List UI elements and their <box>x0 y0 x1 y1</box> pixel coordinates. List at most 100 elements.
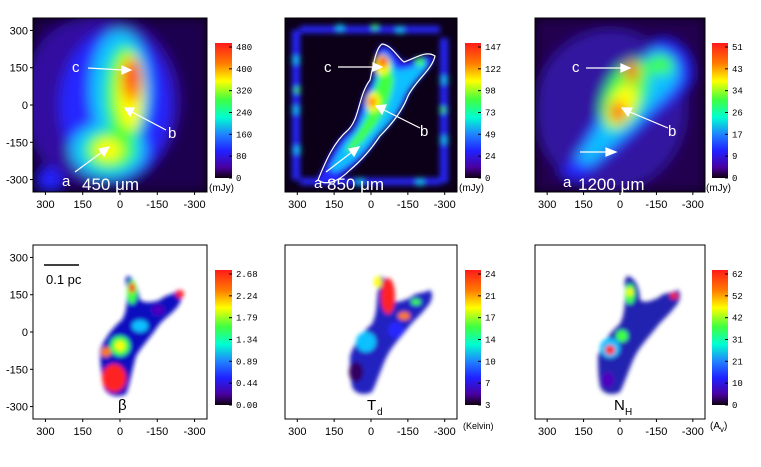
x-tick-label: -150 <box>397 426 419 438</box>
colorbar-tick-label: 17 <box>732 130 743 140</box>
colorbar-tick-label: 240 <box>236 109 252 119</box>
panel-td: T d 24 21 17 14 10 7 3 (Kelvin) <box>284 244 496 431</box>
panel-nh: N H 62 52 42 31 21 10 0 (Av) <box>534 244 743 434</box>
colorbar-tick-label: 24 <box>485 152 496 162</box>
colorbar <box>465 43 481 178</box>
y-tick-label: -300 <box>6 402 28 414</box>
y-tick-label: -150 <box>6 137 28 149</box>
colorbar-tick-label: 0.44 <box>236 379 258 389</box>
y-tick-label: 150 <box>10 290 28 302</box>
colorbar-tick-label: 1.34 <box>236 336 258 346</box>
x-tick-label: -150 <box>146 199 168 211</box>
colorbar-tick-label: 9 <box>732 152 737 162</box>
colorbar-tick-label: 24 <box>485 270 496 280</box>
colorbar-tick-label: 21 <box>732 357 743 367</box>
colorbar-tick-label: 480 <box>236 43 252 53</box>
colorbar-tick-label: 10 <box>732 379 743 389</box>
intensity-map <box>33 18 207 192</box>
wavelength-label: 1200 μm <box>578 175 645 194</box>
colorbar-tick-label: 21 <box>485 292 496 302</box>
colorbar-tick-label: 17 <box>485 314 496 324</box>
colorbar-tick-label: 0 <box>732 174 737 184</box>
colorbar-tick-label: 320 <box>236 87 252 97</box>
label-c: c <box>572 59 580 76</box>
colorbar-tick-label: 62 <box>732 270 743 280</box>
x-tick-label: 0 <box>368 199 374 211</box>
parameter-symbol: T <box>367 397 376 414</box>
colorbar-tick-label: 0 <box>732 401 737 411</box>
wavelength-label: 450 μm <box>82 175 139 194</box>
label-b: b <box>668 123 676 140</box>
colorbar-ticks: 147 122 98 73 49 24 0 <box>478 43 501 184</box>
x-tick-label: 300 <box>538 199 556 211</box>
source-annotations <box>580 63 669 157</box>
wavelength-label: 850 μm <box>327 175 384 194</box>
colorbar-tick-label: 42 <box>732 314 743 324</box>
panel-450um: c b a 450 μm 480 400 320 240 160 80 0 (mJy) <box>32 17 252 194</box>
label-a: a <box>62 173 71 190</box>
colorbar-tick-label: 34 <box>732 87 743 97</box>
colorbar-tick-label: 73 <box>485 109 496 119</box>
colorbar-tick-label: 0.00 <box>236 401 258 411</box>
parameter-subscript: d <box>377 407 383 418</box>
y-tick-label: -300 <box>6 175 28 187</box>
x-tick-label: 150 <box>574 199 592 211</box>
x-tick-label: 300 <box>36 199 54 211</box>
td-map <box>349 276 433 394</box>
label-b: b <box>168 125 176 142</box>
colorbar-tick-label: 51 <box>732 43 743 53</box>
intensity-map <box>292 24 448 186</box>
colorbar-unit: (mJy) <box>459 183 484 194</box>
x-tick-label: 150 <box>325 199 343 211</box>
x-tick-label: 0 <box>117 199 123 211</box>
colorbar-tick-label: 160 <box>236 130 252 140</box>
colorbar-tick-label: 1.79 <box>236 314 258 324</box>
x-tick-label: 300 <box>288 199 306 211</box>
parameter-symbol: N <box>614 397 625 414</box>
colorbar-ticks: 24 21 17 14 10 7 3 <box>478 270 496 411</box>
x-tick-label: 150 <box>574 426 592 438</box>
scale-bar-label: 0.1 pc <box>46 272 82 287</box>
x-tick-label: -150 <box>146 426 168 438</box>
colorbar-tick-label: 98 <box>485 87 496 97</box>
x-tick-label: 150 <box>74 199 92 211</box>
x-tick-label: 150 <box>74 426 92 438</box>
colorbar-ticks: 2.68 2.24 1.79 1.34 0.89 0.44 0.00 <box>229 270 258 411</box>
colorbar-unit: (mJy) <box>209 183 234 194</box>
x-tick-label: 300 <box>36 426 54 438</box>
label-b: b <box>420 123 428 140</box>
colorbar-unit: (Kelvin) <box>463 421 494 431</box>
colorbar-tick-label: 52 <box>732 292 743 302</box>
colorbar-tick-label: 147 <box>485 43 501 53</box>
x-tick-label: 300 <box>538 426 556 438</box>
y-tick-label: 0 <box>22 100 28 112</box>
colorbar-tick-label: 0 <box>485 174 490 184</box>
x-tick-label: 300 <box>288 426 306 438</box>
panel-1200um: c b a 1200 μm 51 43 34 26 17 9 0 (mJy) <box>534 17 743 194</box>
parameter-subscript: H <box>625 407 632 418</box>
panel-beta: 0.1 pc β 2.68 2.24 1.79 1.34 0.89 0.44 0.00 <box>32 244 258 420</box>
colorbar <box>712 270 728 405</box>
colorbar-tick-label: 2.68 <box>236 270 258 280</box>
label-c: c <box>72 59 80 76</box>
x-tick-label: 0 <box>617 199 623 211</box>
colorbar-tick-label: 0.89 <box>236 357 258 367</box>
colorbar-ticks: 480 400 320 240 160 80 0 <box>229 43 252 184</box>
label-c: c <box>324 59 332 76</box>
label-a: a <box>563 174 572 191</box>
x-tick-label: 150 <box>325 426 343 438</box>
x-tick-label: -300 <box>184 426 206 438</box>
x-tick-label: 0 <box>368 426 374 438</box>
x-tick-label: -300 <box>434 199 456 211</box>
colorbar-tick-label: 26 <box>732 109 743 119</box>
y-tick-label: 150 <box>10 63 28 75</box>
source-annotations <box>74 65 167 173</box>
label-a: a <box>314 175 323 192</box>
beta-map <box>100 276 184 396</box>
colorbar-tick-label: 43 <box>732 65 743 75</box>
x-tick-label: -300 <box>682 426 704 438</box>
nh-map <box>598 276 681 394</box>
colorbar-tick-label: 31 <box>732 336 743 346</box>
